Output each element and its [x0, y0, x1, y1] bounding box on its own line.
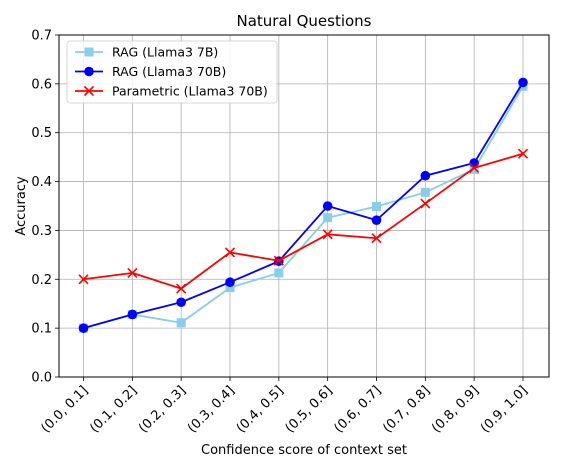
data-point-square [469, 164, 479, 174]
x-tick-label: (0.6, 0.7] [331, 383, 384, 436]
series-3 [78, 148, 529, 294]
data-point-circle [371, 215, 382, 225]
data-point-x-stroke [517, 148, 529, 159]
legend-label: RAG (Llama3 7B) [112, 45, 218, 60]
x-tick-label: (0.5, 0.6] [283, 383, 336, 436]
data-point-square [225, 283, 235, 293]
data-point-square [274, 268, 284, 278]
x-axis: (0.0, 0.1](0.1, 0.2](0.2, 0.3](0.3, 0.4]… [38, 377, 531, 436]
data-point-x [83, 85, 95, 97]
data-point-x-stroke [127, 267, 138, 278]
data-point-x-stroke [273, 255, 284, 266]
data-point-circle [420, 170, 431, 181]
y-tick-label: 0.6 [31, 77, 52, 92]
legend-label: RAG (Llama3 70B) [112, 64, 226, 79]
series-line [83, 152, 524, 290]
data-point-square [420, 187, 430, 197]
legend: RAG (Llama3 7B) RAG (Llama3 70B) Parametri… [66, 40, 278, 104]
data-point-circle [176, 297, 186, 308]
chart-title: Natural Questions [237, 12, 372, 30]
data-point-square [176, 318, 186, 328]
x-tick-label: (0.4, 0.5] [234, 383, 287, 436]
legend-item: Parametric (Llama3 70B) [75, 84, 268, 99]
x-tick-label: (0.8, 0.9] [429, 383, 482, 436]
data-point-x [273, 255, 284, 266]
data-point-x [371, 233, 382, 244]
data-point-circle [225, 277, 235, 288]
data-point-x [78, 274, 89, 285]
y-tick-label: 0.0 [31, 371, 52, 386]
data-point-x-stroke [420, 198, 431, 209]
data-point-x-stroke [322, 229, 333, 240]
legend-item: RAG (Llama3 7B) [75, 45, 218, 60]
y-tick-label: 0.1 [31, 322, 52, 337]
data-point-x-stroke [78, 274, 89, 285]
data-point-x-stroke [371, 233, 382, 244]
data-point-circle [127, 309, 138, 320]
x-tick-label: (0.3, 0.4] [185, 383, 238, 436]
y-tick-label: 0.5 [31, 126, 52, 141]
data-point-x-stroke [83, 85, 95, 97]
data-point-x [469, 162, 480, 173]
data-point-circle [322, 201, 333, 211]
data-point-x [322, 229, 333, 240]
x-tick-label: (0.2, 0.3] [136, 383, 189, 436]
data-point-x-stroke [469, 162, 480, 173]
data-point-x [224, 247, 236, 258]
legend-item: RAG (Llama3 70B) [75, 64, 226, 79]
x-tick-label: (0.0, 0.1] [38, 383, 91, 436]
data-point-x [517, 148, 529, 159]
data-point-x [127, 267, 138, 278]
x-tick-label: (0.1, 0.2] [87, 383, 140, 436]
legend-label: Parametric (Llama3 70B) [112, 84, 268, 99]
y-tick-label: 0.4 [31, 175, 52, 190]
data-point-square [323, 213, 333, 223]
y-tick-label: 0.3 [31, 224, 52, 239]
x-tick-label: (0.7, 0.8] [380, 383, 433, 436]
data-point-x-stroke [224, 247, 236, 258]
series-layer [78, 77, 529, 333]
x-tick-label: (0.9, 1.0] [478, 383, 531, 436]
y-tick-label: 0.2 [31, 273, 52, 288]
series-2 [78, 77, 528, 333]
data-point-square [372, 201, 381, 211]
data-point-circle [518, 77, 528, 88]
series-line [83, 81, 524, 330]
data-point-circle [78, 323, 89, 333]
y-axis-label: Accuracy [14, 176, 29, 236]
data-point-square [84, 47, 94, 57]
series-line [83, 85, 524, 330]
legend-box [66, 40, 278, 104]
series-1 [79, 81, 528, 333]
x-axis-label: Confidence score of context set [201, 443, 407, 458]
y-axis: 0.0 0.1 0.2 0.3 0.4 0.5 0.6 0.7 [31, 29, 59, 386]
data-point-x [176, 283, 187, 294]
y-tick-label: 0.7 [31, 29, 52, 44]
data-point-x [420, 198, 431, 209]
data-point-x-stroke [176, 283, 187, 294]
plot-frame [58, 34, 550, 378]
data-point-circle [84, 66, 94, 77]
